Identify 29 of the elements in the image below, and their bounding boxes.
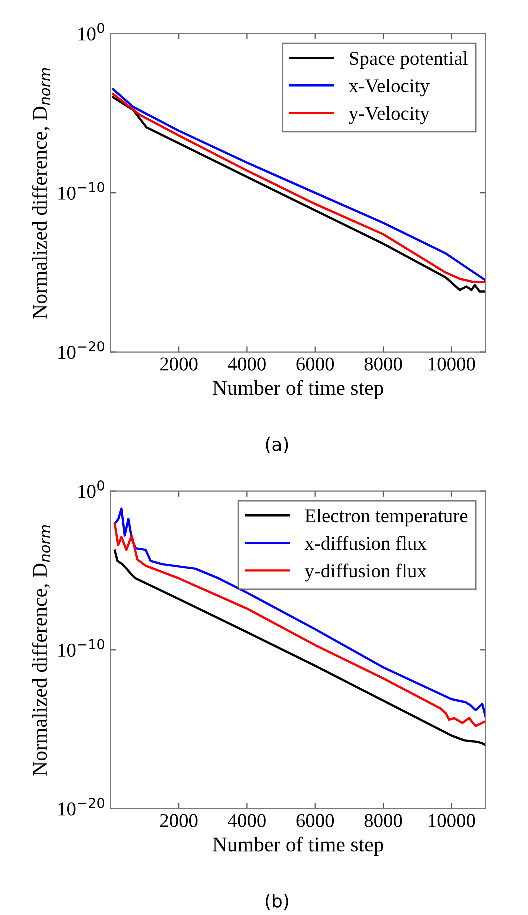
y-tick-label: 10$^{−10}$ (58, 639, 104, 658)
line-series (114, 550, 486, 746)
legend-label: Space potential (350, 51, 468, 70)
x-tick-label: 10000 (429, 814, 476, 828)
x-tick-label: 2000 (160, 358, 198, 371)
x-tick-label: 8000 (364, 814, 402, 828)
y-axis-title: Normalized difference, D$_{norm}$ (32, 525, 51, 776)
y-axis-title: Normalized difference, D$_{norm}$ (32, 68, 51, 319)
x-tick-label: 8000 (364, 358, 402, 371)
text: (a) (266, 437, 288, 454)
legend-label: x-Velocity (349, 78, 430, 97)
y-tick-label: 10$^{0}$ (78, 480, 104, 498)
legend-label: y-diffusion flux (304, 564, 427, 582)
x-tick-label: 4000 (228, 814, 266, 828)
legend-label: Electron temperature (305, 508, 468, 527)
text: (b) (266, 894, 288, 910)
x-tick-label: 2000 (160, 814, 198, 828)
x-tick-label: 10000 (429, 358, 476, 371)
x-axis-title: Number of time step (213, 380, 384, 400)
x-tick-label: 6000 (296, 814, 334, 828)
y-tick-label: 10$^{0}$ (78, 23, 104, 41)
legend-label: x-diffusion flux (304, 536, 427, 550)
legend-label: y-Velocity (349, 106, 430, 124)
y-tick-label: 10$^{−10}$ (58, 182, 104, 200)
y-tick-label: 10$^{−20}$ (58, 341, 104, 360)
x-tick-label: 4000 (228, 358, 266, 371)
x-axis-title: Number of time step (213, 836, 384, 856)
y-tick-label: 10$^{−20}$ (58, 798, 104, 816)
x-tick-label: 6000 (296, 358, 334, 371)
